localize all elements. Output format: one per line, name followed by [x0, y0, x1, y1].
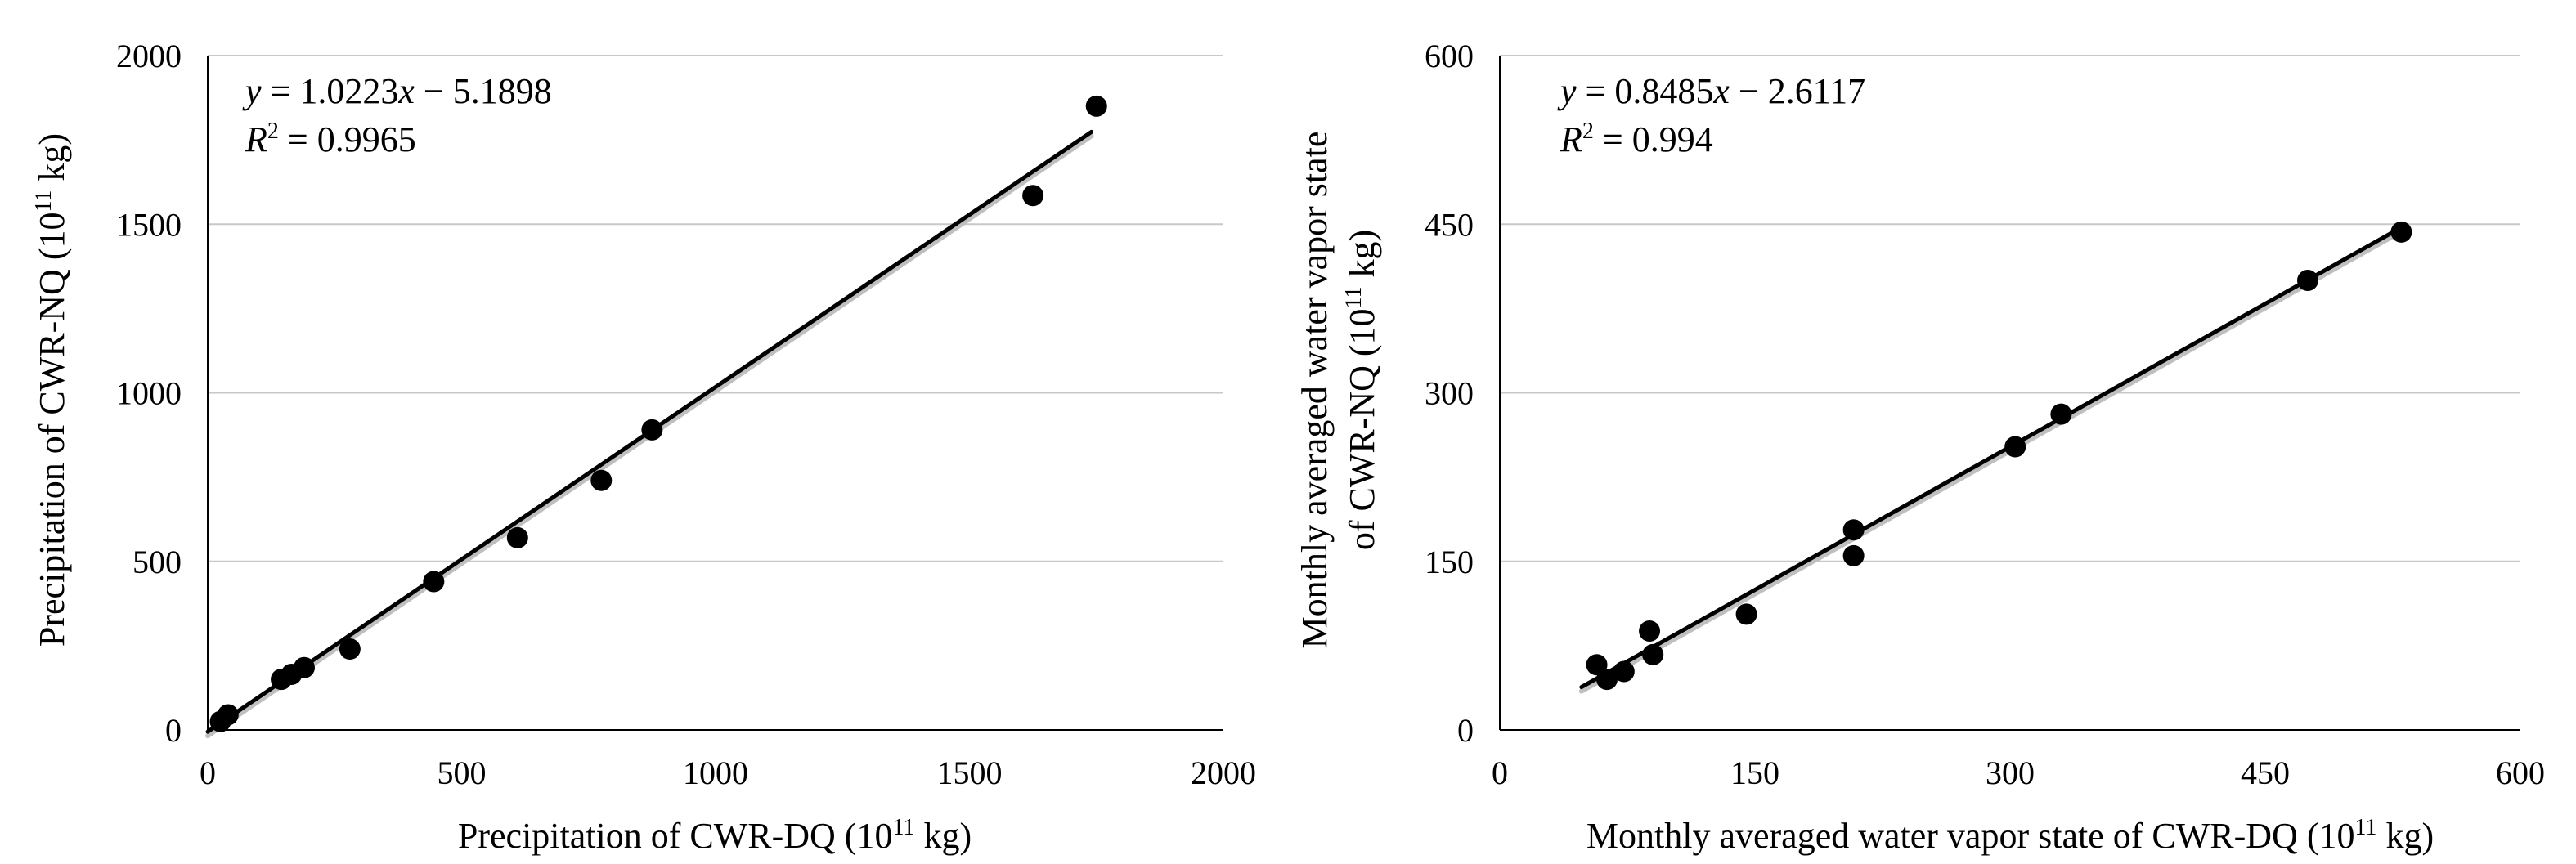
data-point [1596, 669, 1618, 691]
y-tick-labels: 0 150 300 450 600 [1425, 38, 1474, 749]
y-tick-label: 300 [1425, 375, 1474, 412]
data-point [641, 419, 663, 441]
data-point [590, 469, 613, 491]
data-point [1085, 95, 1107, 117]
y-tick-label: 1500 [116, 206, 182, 243]
x-tick-label: 300 [1986, 754, 2035, 791]
y-tick-label: 600 [1425, 38, 1474, 74]
x-tick-label: 1500 [937, 754, 1003, 791]
x-tick-label: 0 [200, 754, 216, 791]
data-point [2297, 270, 2318, 291]
y-tick-label: 150 [1425, 544, 1474, 580]
data-point [2390, 221, 2412, 243]
data-point [339, 638, 361, 660]
y-tick-label: 450 [1425, 206, 1474, 243]
x-tick-labels: 0 150 300 450 600 [1492, 754, 2545, 791]
data-point [423, 571, 445, 593]
data-point [2050, 403, 2072, 425]
data-point [293, 656, 315, 678]
y-tick-label: 2000 [116, 38, 182, 74]
data-point [1022, 185, 1044, 207]
x-tick-label: 600 [2496, 754, 2545, 791]
gridlines [208, 55, 1223, 562]
x-tick-label: 2000 [1191, 754, 1256, 791]
y-axis-title-line1: Monthly averaged water vapor state [1295, 132, 1335, 649]
data-point [1639, 620, 1661, 642]
r-squared-label: R2 = 0.9965 [245, 119, 416, 159]
x-tick-labels: 0 500 1000 1500 2000 [200, 754, 1256, 791]
chart-precipitation: 0 500 1000 1500 2000 0 500 1000 1500 2000 y = 1.… [31, 38, 1256, 856]
x-tick-label: 450 [2241, 754, 2290, 791]
y-tick-labels: 0 500 1000 1500 2000 [116, 38, 182, 749]
data-point [1735, 603, 1757, 625]
data-points [209, 95, 1107, 732]
data-point [2004, 436, 2026, 458]
data-point [1842, 544, 1865, 566]
x-tick-label: 500 [438, 754, 487, 791]
y-tick-label: 1000 [116, 375, 182, 412]
data-point [1842, 519, 1865, 541]
x-axis-title: Precipitation of CWR-DQ (1011 kg) [458, 815, 972, 856]
data-points [1586, 221, 2412, 691]
regression-equation: y = 1.0223x − 5.1898 [242, 71, 552, 111]
data-point [217, 704, 239, 726]
regression-equation: y = 0.8485x − 2.6117 [1557, 71, 1865, 111]
x-tick-label: 0 [1492, 754, 1508, 791]
x-tick-label: 1000 [683, 754, 748, 791]
data-point [1613, 660, 1635, 683]
y-axis-title-line2: of CWR-NQ (1011 kg) [1341, 230, 1382, 550]
data-point [506, 526, 528, 548]
y-axis-title: Precipitation of CWR-NQ (1011 kg) [31, 133, 72, 647]
chart-water-vapor: 0 150 300 450 600 0 150 300 450 600 y = 0.8485x … [1295, 38, 2545, 856]
trendline-line [1579, 225, 2403, 690]
y-tick-label: 0 [165, 712, 182, 749]
y-tick-label: 500 [132, 544, 182, 580]
data-point [1642, 643, 1664, 665]
x-axis-title: Monthly averaged water vapor state of CW… [1586, 815, 2434, 856]
y-tick-label: 0 [1457, 712, 1474, 749]
gridlines [1500, 55, 2520, 562]
x-tick-label: 150 [1730, 754, 1779, 791]
trendline-shadow [1578, 229, 2404, 694]
r-squared-label: R2 = 0.994 [1560, 119, 1713, 159]
trendline [1578, 225, 2404, 694]
